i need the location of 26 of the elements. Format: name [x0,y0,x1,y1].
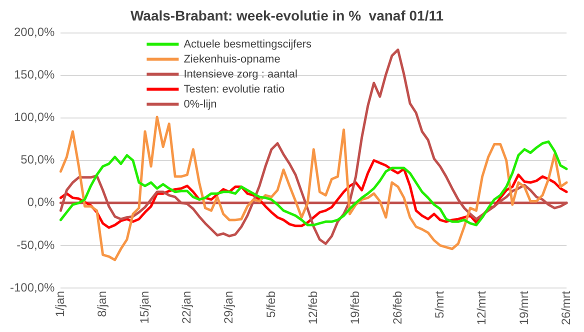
x-tick-label: 22/jan [179,290,194,324]
x-tick-label: 5/feb [264,290,278,318]
legend-label: Actuele besmettingscijfers [184,38,312,50]
x-tick-label: 15/jan [137,290,152,324]
x-tick-label: 19/mrt [516,290,531,326]
x-tick-label: 19/feb [348,290,362,324]
y-tick-label: 0,0% [27,195,56,210]
y-tick-label: 50,0% [20,152,56,167]
legend-label: Ziekenhuis-opname [184,53,280,66]
x-tick-label: 12/feb [306,290,320,324]
x-tick-label: 12/mrt [474,290,489,326]
x-tick-label: 26/feb [390,290,404,324]
legend-label: 0%-lijn [184,98,217,110]
chart-title: Waals-Brabant: week-evolutie in % vanaf 01/11 [130,7,444,24]
x-tick-label: 8/jan [95,290,110,318]
y-tick-label: -100,0% [10,280,56,294]
x-tick-label: 26/mrt [558,290,573,326]
y-tick-label: 150,0% [14,68,56,82]
x-tick-label: 5/mrt [432,290,446,318]
y-tick-label: 100,0% [14,110,56,124]
x-tick-label: 1/jan [53,290,68,318]
legend-label: Intensieve zorg : aantal [184,68,298,80]
y-tick-label: 200,0% [14,25,56,40]
x-tick-label: 29/jan [222,290,236,324]
legend-label: Testen: evolutie ratio [184,83,285,96]
y-tick-label: -50,0% [16,238,56,252]
